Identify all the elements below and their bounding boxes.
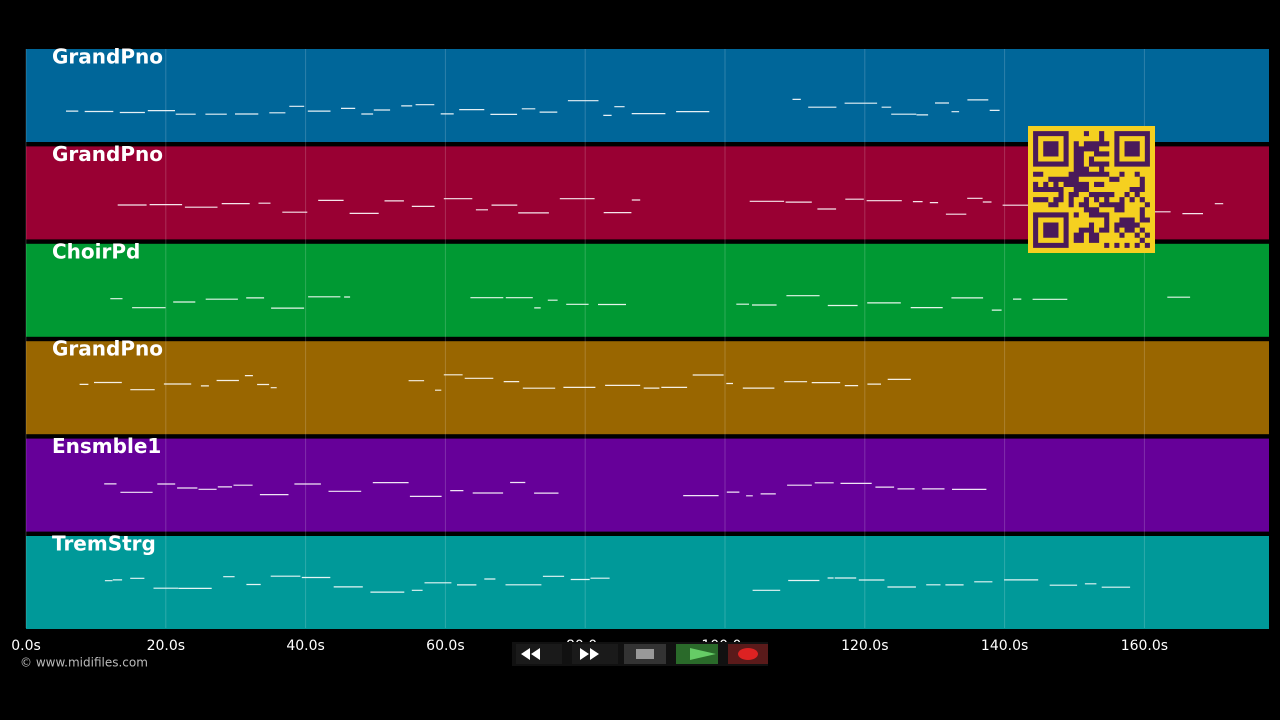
qr-modules <box>1033 131 1150 248</box>
track-name: GrandPno <box>52 142 163 166</box>
track-lane <box>26 536 1269 629</box>
transport-controls <box>512 642 768 666</box>
track-lane <box>26 243 1269 337</box>
note-lines <box>104 481 987 497</box>
track-name: Ensmble1 <box>52 434 161 458</box>
track-name: ChoirPd <box>52 239 140 263</box>
play-button[interactable] <box>676 644 718 664</box>
time-label: 40.0s <box>286 638 324 654</box>
track-lane <box>26 438 1269 532</box>
note-lines <box>104 575 1131 593</box>
track-name: TremStrg <box>52 532 156 556</box>
grid <box>25 49 1145 628</box>
forward-button[interactable] <box>572 644 618 664</box>
note-lines <box>79 374 911 391</box>
stop-button[interactable] <box>624 644 666 664</box>
time-label: 0.0s <box>11 638 41 654</box>
copyright: © www.midifiles.com <box>20 656 148 670</box>
time-label: 20.0s <box>147 638 185 654</box>
track-name: GrandPno <box>52 337 163 361</box>
rewind-button[interactable] <box>516 644 562 664</box>
time-label: 120.0s <box>841 638 888 654</box>
time-label: 60.0s <box>426 638 464 654</box>
note-lines <box>110 295 1191 311</box>
track-name: GrandPno <box>52 45 163 69</box>
time-label: 160.0s <box>1121 638 1168 654</box>
time-label: 140.0s <box>981 638 1028 654</box>
record-button[interactable] <box>728 644 768 664</box>
note-lines <box>66 98 1000 116</box>
qr-code <box>1028 126 1155 253</box>
notes <box>66 98 1224 593</box>
